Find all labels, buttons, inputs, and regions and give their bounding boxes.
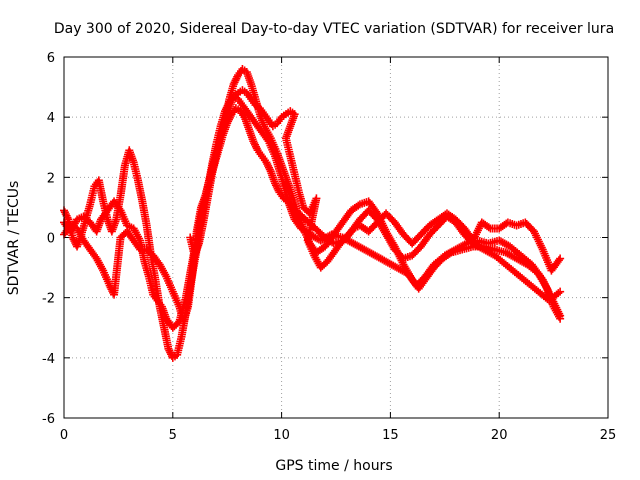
series-arc-4 <box>186 86 565 275</box>
y-tick-label: 4 <box>47 111 55 126</box>
x-axis-title: GPS time / hours <box>275 458 392 474</box>
x-tick-label: 0 <box>60 428 68 443</box>
y-tick-label: -2 <box>42 292 55 307</box>
data-point <box>556 287 565 296</box>
series-arc-1 <box>60 65 565 332</box>
tick-labels: 0 5 10 15 20 25 -6 -4 -2 0 2 4 6 <box>42 51 616 443</box>
y-axis-title: SDTVAR / TECUs <box>6 181 22 296</box>
x-tick-label: 25 <box>600 428 617 443</box>
x-tick-label: 20 <box>491 428 508 443</box>
x-tick-label: 15 <box>382 428 399 443</box>
y-tick-label: -4 <box>42 352 55 367</box>
chart-title: Day 300 of 2020, Sidereal Day-to-day VTE… <box>54 21 614 37</box>
y-tick-label: 6 <box>47 51 55 66</box>
x-tick-label: 10 <box>273 428 290 443</box>
plot-frame <box>63 56 609 419</box>
data-point <box>556 311 565 320</box>
y-tick-label: 2 <box>47 171 55 186</box>
y-tick-label: 0 <box>47 232 55 247</box>
x-tick-label: 5 <box>169 428 177 443</box>
y-tick-label: -6 <box>42 412 55 427</box>
data-points <box>60 65 565 362</box>
data-point <box>556 254 565 263</box>
